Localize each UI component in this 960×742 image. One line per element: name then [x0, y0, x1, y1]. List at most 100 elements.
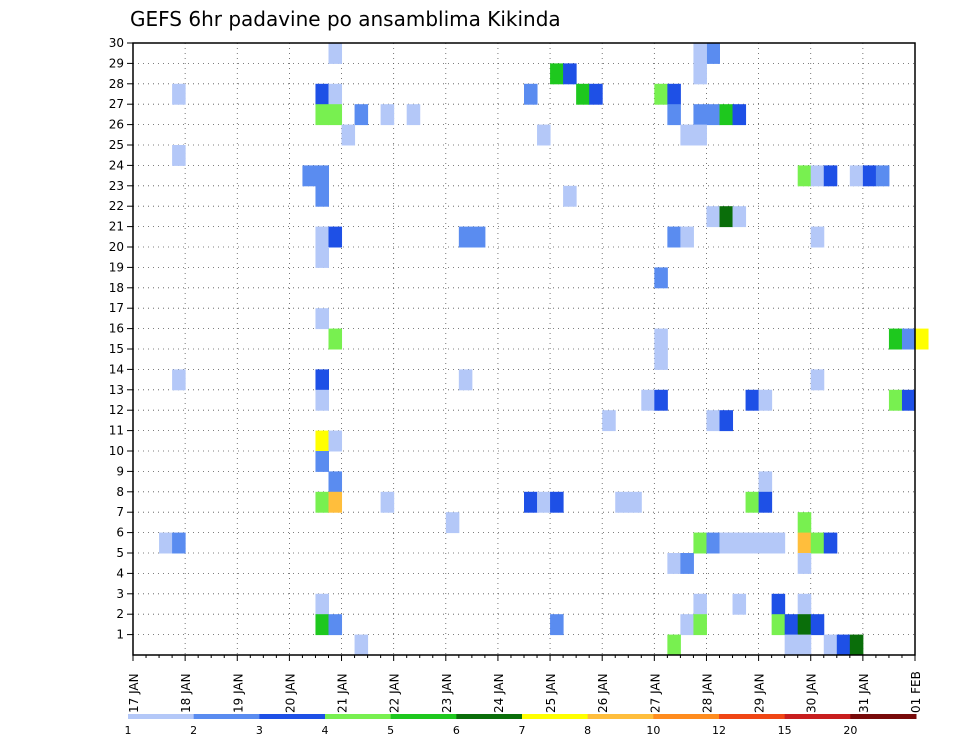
ensemble-cell — [328, 491, 343, 513]
ensemble-cell — [693, 593, 707, 615]
ensemble-cell — [563, 185, 577, 207]
ensemble-cell — [810, 532, 825, 554]
y-tick-label: 6 — [116, 526, 124, 540]
y-tick-label: 14 — [109, 362, 124, 376]
ensemble-cell — [823, 165, 838, 187]
ensemble-cell — [615, 491, 629, 513]
legend-label: 7 — [519, 724, 526, 737]
x-tick-label: 17 JAN — [127, 673, 141, 713]
ensemble-cell — [732, 104, 747, 126]
ensemble-cell — [328, 471, 343, 493]
ensemble-cell — [706, 104, 720, 126]
ensemble-cell — [797, 634, 812, 656]
ensemble-cell — [172, 369, 186, 391]
ensemble-cell — [732, 593, 747, 615]
y-tick-label: 4 — [116, 566, 124, 580]
ensemble-cell — [550, 491, 564, 513]
y-tick-label: 1 — [116, 628, 124, 642]
ensemble-cell — [745, 532, 760, 554]
ensemble-cell — [745, 491, 760, 513]
ensemble-cell — [706, 43, 720, 64]
ensemble-cell — [550, 63, 564, 85]
y-tick-label: 19 — [109, 260, 124, 274]
ensemble-cell — [810, 369, 825, 391]
ensemble-cell — [888, 328, 903, 350]
legend-swatch — [390, 714, 457, 719]
ensemble-cell — [693, 124, 707, 146]
ensemble-cell — [758, 389, 773, 411]
x-tick-label: 26 JAN — [596, 673, 610, 713]
ensemble-cell — [693, 532, 707, 554]
ensemble-cell — [576, 83, 590, 105]
y-tick-label: 29 — [109, 56, 124, 70]
ensemble-cell — [680, 124, 694, 146]
y-axis: 1234567891011121314151617181920212223242… — [109, 36, 133, 642]
ensemble-cell — [328, 104, 343, 126]
ensemble-cell — [406, 104, 421, 126]
ensemble-cell — [315, 165, 329, 187]
ensemble-cell — [354, 104, 369, 126]
x-tick-label: 21 JAN — [336, 673, 350, 713]
ensemble-cell — [836, 634, 851, 656]
ensemble-cell — [667, 226, 681, 248]
ensemble-cell — [706, 410, 720, 432]
legend-label: 15 — [778, 724, 792, 737]
ensemble-cell — [888, 389, 903, 411]
x-tick-label: 23 JAN — [440, 673, 454, 713]
legend-label: 4 — [322, 724, 329, 737]
ensemble-cell — [315, 593, 329, 615]
legend-swatch — [587, 714, 654, 719]
ensemble-cell — [706, 532, 720, 554]
y-tick-label: 25 — [109, 138, 124, 152]
ensemble-cell — [719, 410, 734, 432]
legend-label: 20 — [843, 724, 857, 737]
ensemble-cell — [328, 43, 343, 64]
ensemble-cell — [849, 165, 864, 187]
legend-swatch — [325, 714, 392, 719]
ensemble-cell — [667, 104, 681, 126]
x-tick-label: 27 JAN — [648, 673, 662, 713]
ensemble-cell — [172, 83, 186, 105]
y-tick-label: 7 — [116, 505, 124, 519]
ensemble-cell — [719, 206, 734, 228]
ensemble-cell — [315, 104, 329, 126]
y-tick-label: 24 — [109, 158, 124, 172]
ensemble-cell — [693, 63, 707, 85]
y-tick-label: 18 — [109, 281, 124, 295]
x-tick-label: 24 JAN — [492, 673, 506, 713]
ensemble-cell — [341, 124, 356, 146]
ensemble-cell — [328, 430, 343, 452]
ensemble-cell — [771, 593, 786, 615]
ensemble-cell — [680, 553, 694, 574]
ensemble-cell — [328, 328, 343, 350]
legend-label: 12 — [712, 724, 726, 737]
y-tick-label: 30 — [109, 36, 124, 50]
y-tick-label: 11 — [109, 424, 124, 438]
y-tick-label: 16 — [109, 322, 124, 336]
y-tick-label: 20 — [109, 240, 124, 254]
legend-swatch — [259, 714, 326, 719]
ensemble-cell — [328, 226, 343, 248]
ensemble-cell — [602, 410, 616, 432]
ensemble-cell — [693, 43, 707, 64]
y-tick-label: 12 — [109, 403, 124, 417]
ensemble-cell — [732, 532, 747, 554]
x-axis: 17 JAN 18 JAN 19 JAN 20 JAN 21 JAN 22 JAN 23 J… — [127, 655, 923, 713]
ensemble-cell — [771, 614, 786, 636]
y-tick-label: 27 — [109, 97, 124, 111]
y-tick-label: 22 — [109, 199, 124, 213]
ensemble-cell — [315, 369, 329, 391]
ensemble-cell — [654, 328, 668, 350]
ensemble-cell — [810, 614, 825, 636]
y-tick-label: 15 — [109, 342, 124, 356]
ensemble-cell — [524, 83, 538, 105]
ensemble-cell — [680, 614, 694, 636]
ensemble-cell — [524, 491, 538, 513]
ensemble-cell — [302, 165, 316, 187]
y-tick-label: 5 — [116, 546, 124, 560]
ensemble-cell — [628, 491, 642, 513]
ensemble-cell — [667, 83, 681, 105]
ensemble-cell — [471, 226, 486, 248]
ensemble-cells — [159, 43, 929, 656]
ensemble-cell — [315, 185, 329, 207]
